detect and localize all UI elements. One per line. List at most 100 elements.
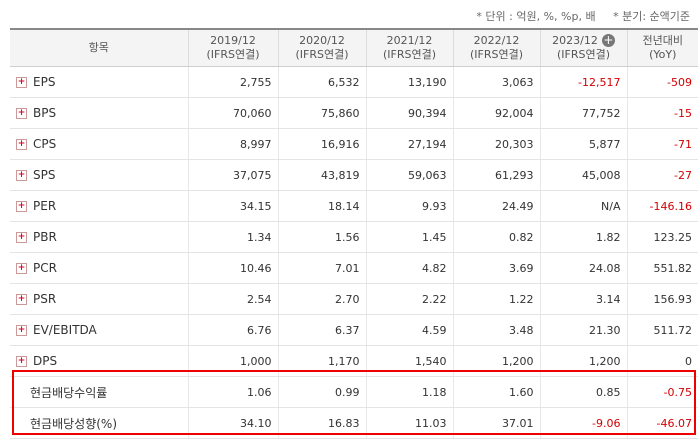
- yoy-cell: 156.93: [626, 283, 698, 315]
- expand-icon[interactable]: +: [16, 201, 27, 212]
- expand-icon[interactable]: +: [16, 294, 27, 305]
- value-cell: 20,303: [452, 128, 540, 160]
- value-cell: 13,190: [365, 66, 453, 98]
- value-cell: 9.93: [365, 190, 453, 222]
- table-row: + PCR 10.46 7.01 4.82 3.69 24.08 551.82: [10, 252, 698, 284]
- value-cell: 24.49: [452, 190, 540, 222]
- yoy-cell: -509: [626, 66, 698, 98]
- row-label-text: PSR: [33, 292, 57, 306]
- value-cell: 27,194: [365, 128, 453, 160]
- expand-icon[interactable]: +: [16, 108, 27, 119]
- value-cell: 45,008: [539, 159, 627, 191]
- yoy-cell: 511.72: [626, 314, 698, 346]
- value-cell: 1.22: [452, 283, 540, 315]
- table-row: + PBR 1.34 1.56 1.45 0.82 1.82 123.25: [10, 221, 698, 253]
- value-cell: 21.30: [539, 314, 627, 346]
- value-cell: 6.37: [277, 314, 366, 346]
- value-cell: 70,060: [187, 97, 278, 129]
- header-2019: 2019/12 (IFRS연결): [187, 28, 278, 67]
- table-row: + SPS 37,075 43,819 59,063 61,293 45,008 -27: [10, 159, 698, 191]
- value-cell: 1.82: [539, 221, 627, 253]
- table-row: + EPS 2,755 6,532 13,190 3,063 -12,517 -509: [10, 66, 698, 98]
- row-label: 현금배당수익률: [10, 376, 188, 408]
- table-row: + PSR 2.54 2.70 2.22 1.22 3.14 156.93: [10, 283, 698, 315]
- row-label-text: EPS: [33, 75, 56, 89]
- row-label[interactable]: + EPS: [10, 66, 188, 98]
- expand-icon[interactable]: +: [16, 232, 27, 243]
- expand-icon[interactable]: +: [16, 356, 27, 367]
- expand-icon[interactable]: +: [16, 170, 27, 181]
- row-label-text: CPS: [33, 137, 57, 151]
- value-cell: 6,532: [277, 66, 366, 98]
- value-cell: 0.82: [452, 221, 540, 253]
- header-row: 항목 2019/12 (IFRS연결) 2020/12 (IFRS연결) 2021/…: [10, 28, 698, 67]
- row-label[interactable]: + PER: [10, 190, 188, 222]
- value-cell: 77,752: [539, 97, 627, 129]
- row-label[interactable]: + PCR: [10, 252, 188, 284]
- table-row: + CPS 8,997 16,916 27,194 20,303 5,877 -71: [10, 128, 698, 160]
- value-cell: 3.48: [452, 314, 540, 346]
- value-cell: 0.99: [277, 376, 366, 408]
- header-2022: 2022/12 (IFRS연결): [452, 28, 540, 67]
- row-label-text: PER: [33, 199, 57, 213]
- value-cell: 18.14: [277, 190, 366, 222]
- value-cell: 6.76: [187, 314, 278, 346]
- expand-icon[interactable]: +: [16, 263, 27, 274]
- value-cell: 3.69: [452, 252, 540, 284]
- value-cell: 10.46: [187, 252, 278, 284]
- expand-icon[interactable]: +: [16, 139, 27, 150]
- row-label-text: PCR: [33, 261, 57, 275]
- expand-icon[interactable]: +: [16, 77, 27, 88]
- value-cell: 1.18: [365, 376, 453, 408]
- yoy-cell: 551.82: [626, 252, 698, 284]
- header-yoy: 전년대비 (YoY): [626, 28, 698, 67]
- header-item: 항목: [10, 28, 188, 67]
- value-cell: 24.08: [539, 252, 627, 284]
- value-cell: 4.82: [365, 252, 453, 284]
- value-cell: 1.60: [452, 376, 540, 408]
- yoy-cell: -71: [626, 128, 698, 160]
- value-cell: 2.70: [277, 283, 366, 315]
- value-cell: 5,877: [539, 128, 627, 160]
- value-cell: 0.85: [539, 376, 627, 408]
- value-cell: 75,860: [277, 97, 366, 129]
- row-label[interactable]: + EV/EBITDA: [10, 314, 188, 346]
- value-cell: 16,916: [277, 128, 366, 160]
- quarter-note: * 분기: 순액기준: [613, 10, 690, 23]
- yoy-cell: 123.25: [626, 221, 698, 253]
- row-label[interactable]: + CPS: [10, 128, 188, 160]
- value-cell: 43,819: [277, 159, 366, 191]
- row-label-text: SPS: [33, 168, 56, 182]
- value-cell: N/A: [539, 190, 627, 222]
- add-column-icon[interactable]: +: [601, 33, 615, 47]
- table-row: + BPS 70,060 75,860 90,394 92,004 77,752 -15: [10, 97, 698, 129]
- row-label-text: PBR: [33, 230, 57, 244]
- value-cell: 61,293: [452, 159, 540, 191]
- header-2021: 2021/12 (IFRS연결): [365, 28, 453, 67]
- value-cell: 2,755: [187, 66, 278, 98]
- yoy-cell: -27: [626, 159, 698, 191]
- yoy-cell: -15: [626, 97, 698, 129]
- value-cell: 1.06: [187, 376, 278, 408]
- value-cell: 2.54: [187, 283, 278, 315]
- row-label-text: BPS: [33, 106, 57, 120]
- yoy-cell: -0.75: [626, 376, 698, 408]
- value-cell: 92,004: [452, 97, 540, 129]
- value-cell: 59,063: [365, 159, 453, 191]
- unit-notes: * 단위 : 억원, %, %p, 배 * 분기: 순액기준: [462, 8, 690, 24]
- row-label[interactable]: + PSR: [10, 283, 188, 315]
- value-cell: 1.45: [365, 221, 453, 253]
- row-label[interactable]: + SPS: [10, 159, 188, 191]
- header-2023: 2023/12 + (IFRS연결): [539, 28, 627, 67]
- table-row: + PER 34.15 18.14 9.93 24.49 N/A -146.16: [10, 190, 698, 222]
- row-label[interactable]: + BPS: [10, 97, 188, 129]
- table-row: + EV/EBITDA 6.76 6.37 4.59 3.48 21.30 511.72: [10, 314, 698, 346]
- expand-icon[interactable]: +: [16, 325, 27, 336]
- value-cell: 37,075: [187, 159, 278, 191]
- yoy-cell: -146.16: [626, 190, 698, 222]
- value-cell: 90,394: [365, 97, 453, 129]
- value-cell: 34.15: [187, 190, 278, 222]
- highlight-box: [12, 370, 696, 435]
- header-2020: 2020/12 (IFRS연결): [277, 28, 366, 67]
- row-label[interactable]: + PBR: [10, 221, 188, 253]
